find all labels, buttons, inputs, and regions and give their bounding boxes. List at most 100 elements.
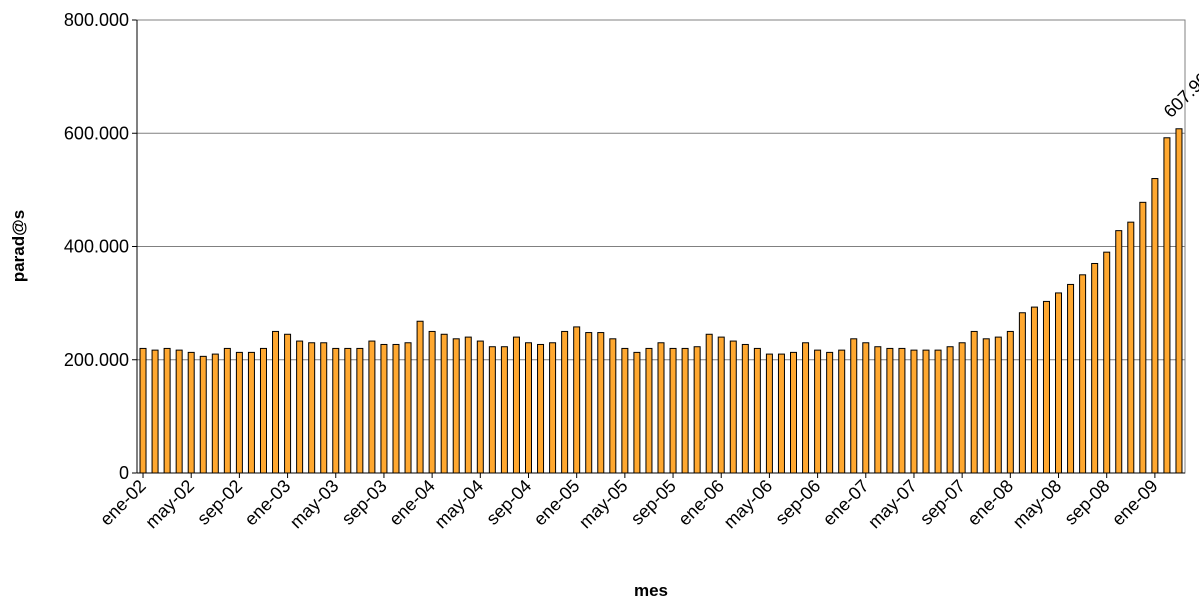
bar — [223, 347, 231, 474]
bar — [416, 320, 424, 474]
bar — [344, 347, 352, 474]
x-tick-label: ene-07 — [819, 476, 873, 530]
y-tick-label: 800.000 — [64, 10, 129, 30]
bar — [284, 333, 292, 474]
bar — [681, 347, 689, 474]
bar — [308, 342, 316, 474]
x-tick-label: sep-07 — [916, 476, 969, 529]
bar — [235, 351, 243, 474]
bar — [946, 346, 954, 474]
bar — [452, 338, 460, 474]
bar — [633, 351, 641, 474]
bar — [958, 342, 966, 474]
x-tick-label: sep-05 — [627, 476, 680, 529]
x-axis-label: mes — [634, 581, 668, 600]
bar — [428, 330, 436, 474]
bar — [1175, 128, 1183, 474]
bar — [139, 347, 147, 474]
value-label: 607.905 — [1160, 61, 1199, 121]
bar — [886, 347, 894, 474]
bar — [741, 343, 749, 474]
bar — [898, 347, 906, 474]
bar — [1091, 262, 1099, 474]
bar — [826, 351, 834, 474]
bar — [464, 336, 472, 474]
bar — [1139, 201, 1147, 474]
y-tick-label: 600.000 — [64, 123, 129, 143]
bar — [585, 332, 593, 474]
bar — [392, 343, 400, 474]
bar — [994, 336, 1002, 474]
bar — [838, 349, 846, 474]
bar — [1127, 221, 1135, 474]
bar — [1079, 274, 1087, 474]
x-tick-label: sep-08 — [1060, 476, 1113, 529]
x-tick-label: may-07 — [864, 476, 921, 533]
bar — [753, 347, 761, 474]
bar — [1030, 306, 1038, 474]
bar — [705, 333, 713, 474]
bar — [488, 346, 496, 474]
x-tick-label: may-05 — [575, 476, 632, 533]
bar — [1067, 283, 1075, 474]
bar — [211, 353, 219, 474]
bar — [874, 346, 882, 474]
y-tick-label: 400.000 — [64, 237, 129, 257]
bar — [934, 349, 942, 474]
bar — [512, 336, 520, 474]
bar — [151, 349, 159, 474]
bar — [621, 347, 629, 474]
bar — [440, 333, 448, 474]
x-tick-label: ene-06 — [674, 476, 728, 530]
bar — [1163, 137, 1171, 474]
bar — [163, 347, 171, 474]
y-axis-label: parad@s — [9, 210, 28, 282]
bar — [657, 342, 665, 474]
bar — [187, 351, 195, 474]
bar — [561, 330, 569, 474]
x-tick-label: ene-03 — [241, 476, 295, 530]
bar — [259, 347, 267, 474]
bar — [922, 349, 930, 474]
x-tick-label: sep-06 — [771, 476, 824, 529]
bar — [524, 342, 532, 474]
bar — [910, 349, 918, 474]
bar — [1018, 312, 1026, 474]
x-tick-label: may-04 — [431, 476, 488, 533]
x-tick-label: may-08 — [1009, 476, 1066, 533]
bar — [597, 332, 605, 474]
bar — [693, 346, 701, 474]
x-tick-label: may-06 — [720, 476, 777, 533]
x-tick-label: ene-05 — [530, 476, 584, 530]
bar — [802, 342, 810, 474]
x-tick-label: may-02 — [141, 476, 198, 533]
bar — [717, 336, 725, 474]
bar — [356, 347, 364, 474]
bar — [296, 340, 304, 474]
bar — [476, 340, 484, 474]
bar — [765, 353, 773, 474]
bar — [850, 338, 858, 474]
bar — [1103, 251, 1111, 474]
bar — [320, 342, 328, 474]
bar — [1115, 230, 1123, 474]
bar — [729, 340, 737, 474]
x-tick-label: ene-08 — [963, 476, 1017, 530]
bar — [970, 330, 978, 474]
bar — [368, 340, 376, 474]
bar — [272, 330, 280, 474]
y-tick-label: 200.000 — [64, 350, 129, 370]
bar — [790, 351, 798, 474]
bar — [814, 349, 822, 474]
bar — [982, 338, 990, 474]
bar — [247, 351, 255, 474]
x-tick-label: ene-09 — [1108, 476, 1162, 530]
bar — [332, 347, 340, 474]
bar — [380, 343, 388, 474]
x-tick-label: sep-02 — [193, 476, 246, 529]
bar — [1042, 300, 1050, 474]
bar — [404, 342, 412, 474]
bar — [537, 343, 545, 474]
bar — [199, 355, 207, 474]
